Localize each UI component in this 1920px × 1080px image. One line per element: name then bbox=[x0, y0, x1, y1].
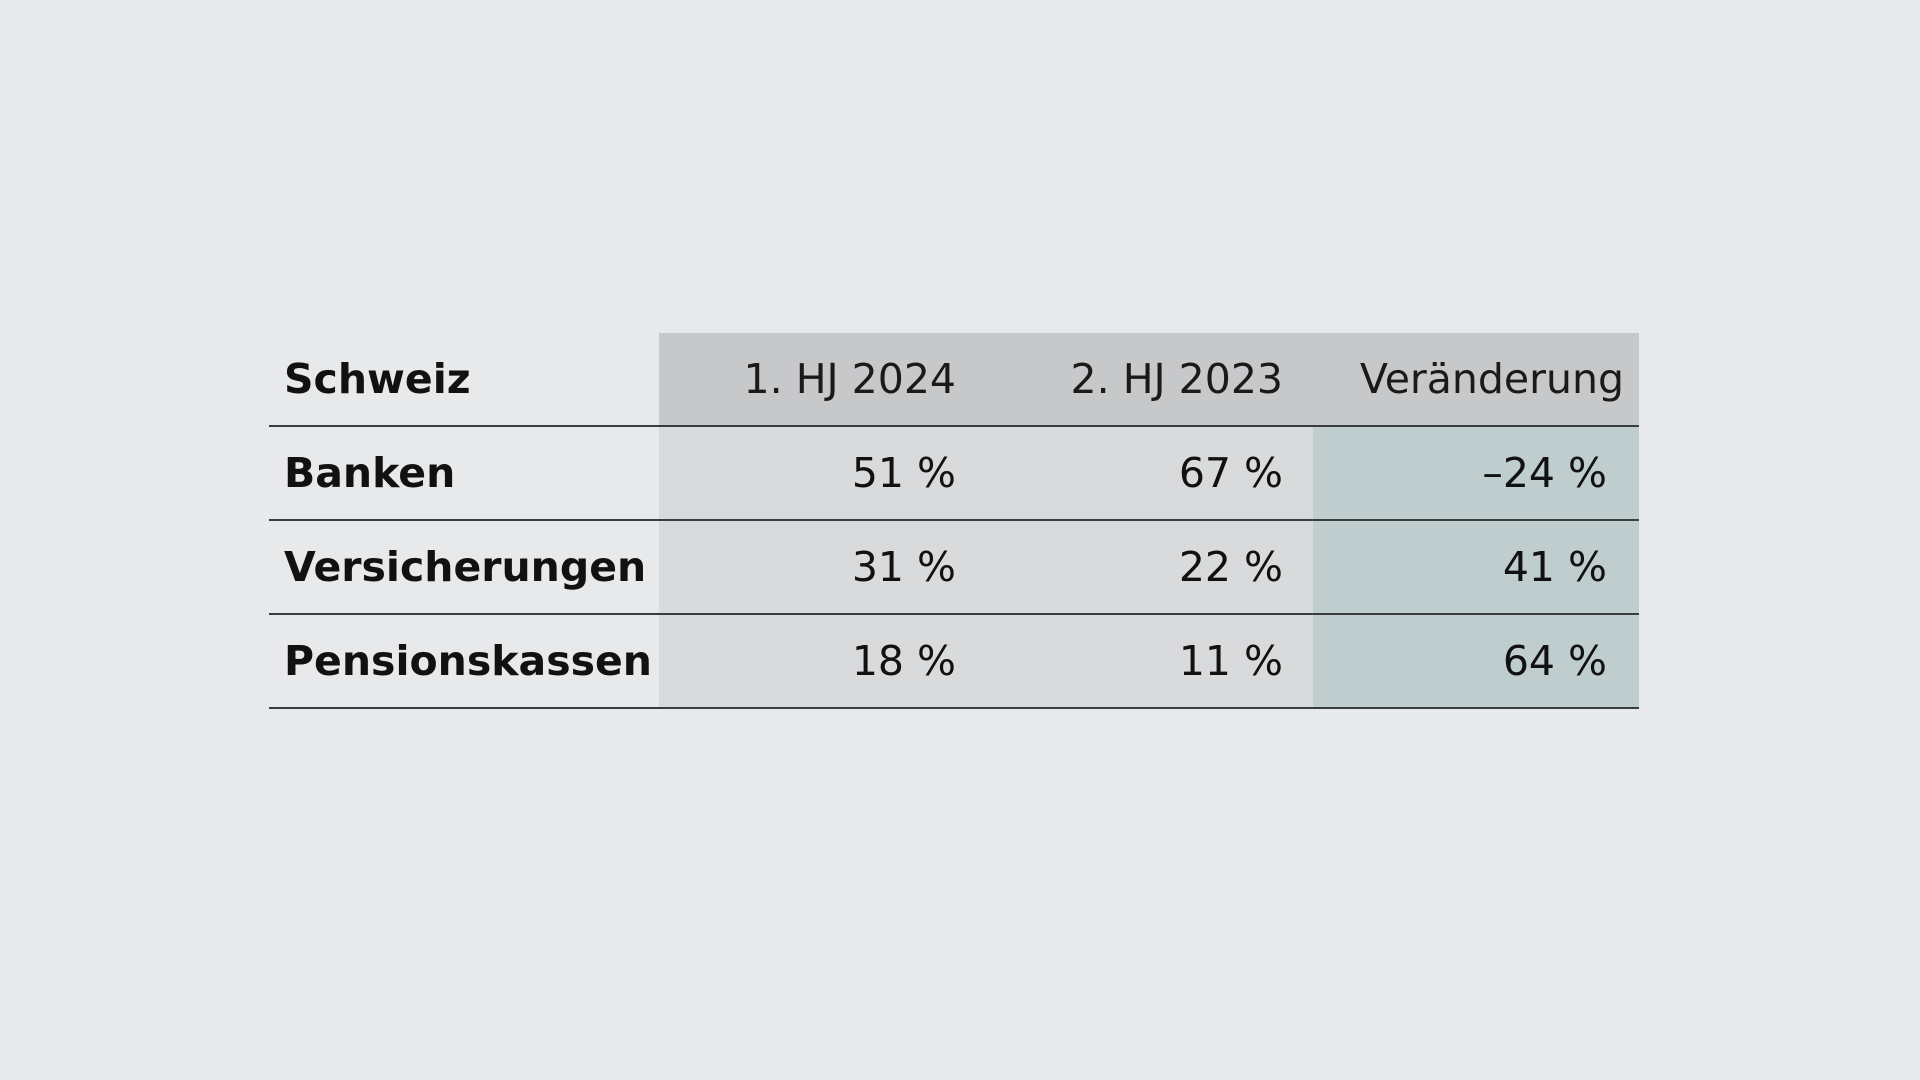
row-label-pensionskassen: Pensionskassen bbox=[269, 614, 659, 709]
table-header-row: Schweiz 1. HJ 2024 2. HJ 2023 Veränderun… bbox=[269, 333, 1639, 427]
cell-banken-h1-2024: 51 % bbox=[659, 426, 986, 521]
column-header-h1-2024: 1. HJ 2024 bbox=[659, 333, 986, 427]
cell-banken-change: –24 % bbox=[1313, 426, 1639, 521]
table-row-versicherungen: Versicherungen 31 % 22 % 41 % bbox=[269, 520, 1639, 615]
corner-label: Schweiz bbox=[269, 333, 659, 427]
row-label-banken: Banken bbox=[269, 426, 659, 521]
comparison-table: Schweiz 1. HJ 2024 2. HJ 2023 Veränderun… bbox=[269, 333, 1639, 709]
cell-versicherungen-h1-2024: 31 % bbox=[659, 520, 986, 615]
cell-banken-h2-2023: 67 % bbox=[986, 426, 1313, 521]
cell-pensionskassen-h1-2024: 18 % bbox=[659, 614, 986, 709]
comparison-table-container: Schweiz 1. HJ 2024 2. HJ 2023 Veränderun… bbox=[269, 333, 1639, 709]
table-row-pensionskassen: Pensionskassen 18 % 11 % 64 % bbox=[269, 614, 1639, 709]
cell-pensionskassen-change: 64 % bbox=[1313, 614, 1639, 709]
cell-versicherungen-h2-2023: 22 % bbox=[986, 520, 1313, 615]
cell-pensionskassen-h2-2023: 11 % bbox=[986, 614, 1313, 709]
table-row-banken: Banken 51 % 67 % –24 % bbox=[269, 426, 1639, 521]
cell-versicherungen-change: 41 % bbox=[1313, 520, 1639, 615]
column-header-h2-2023: 2. HJ 2023 bbox=[986, 333, 1313, 427]
row-label-versicherungen: Versicherungen bbox=[269, 520, 659, 615]
column-header-change: Veränderung bbox=[1313, 333, 1639, 427]
